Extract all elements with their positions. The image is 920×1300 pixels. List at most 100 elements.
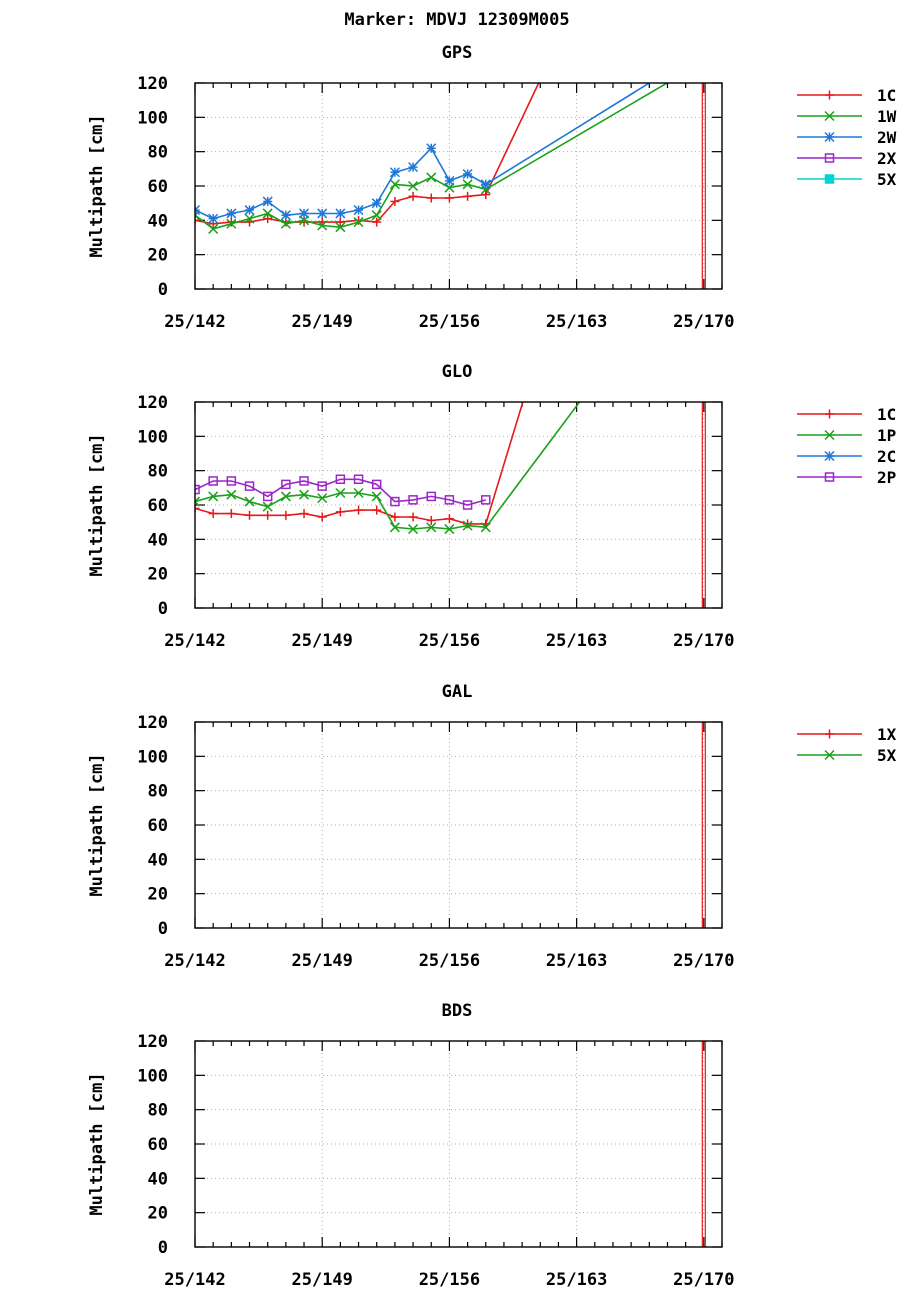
glo-point-1p bbox=[462, 520, 473, 531]
glo-series-1p bbox=[195, 402, 581, 535]
glo-point-1c bbox=[354, 505, 364, 515]
gps-frame bbox=[194, 82, 723, 290]
gal-ytick-label: 80 bbox=[148, 782, 168, 802]
gps-point-1c bbox=[481, 190, 491, 200]
gps-point-1c bbox=[195, 215, 200, 225]
bds-xtick-label: 25/149 bbox=[291, 1270, 352, 1290]
gal-legend-label-1x: 1X bbox=[877, 725, 897, 744]
gal-xtick-label: 25/156 bbox=[419, 951, 480, 971]
gps-legend-marker-2x bbox=[824, 153, 835, 163]
gps-legend-marker-1w bbox=[824, 110, 835, 122]
bds-ytick-label: 120 bbox=[137, 1032, 168, 1052]
bds-xtick-label: 25/156 bbox=[419, 1270, 480, 1290]
glo-point-1c bbox=[408, 512, 418, 522]
gps-point-2w bbox=[317, 208, 328, 219]
gps-legend-label-2w: 2W bbox=[877, 128, 897, 147]
glo-point-2p bbox=[281, 479, 291, 490]
glo-grid bbox=[195, 402, 722, 608]
gal-xtick-label: 25/163 bbox=[546, 951, 607, 971]
gps-point-1w bbox=[244, 213, 255, 224]
glo-ytick-label: 0 bbox=[158, 599, 168, 619]
gps-point-1w bbox=[389, 179, 400, 190]
gps-title: GPS bbox=[442, 43, 473, 63]
glo-legend-marker-2p bbox=[824, 472, 835, 482]
gal-ytick-label: 20 bbox=[148, 885, 168, 905]
gps-point-2w bbox=[335, 208, 346, 219]
gal-frame bbox=[194, 721, 723, 929]
gps-point-1c bbox=[426, 193, 436, 203]
gps-point-1w bbox=[408, 180, 419, 192]
glo-point-2p bbox=[317, 481, 327, 491]
gps-point-1w bbox=[226, 218, 237, 229]
gps-point-2w bbox=[371, 198, 382, 209]
bds-ytick-label: 100 bbox=[137, 1066, 168, 1086]
glo-series-1c bbox=[195, 402, 524, 529]
gal-ytick-label: 40 bbox=[148, 850, 168, 870]
gps-point-1c bbox=[226, 217, 236, 227]
gal-panel: GAL 0 20 40 60 80 100 120 25/142 25/149 25/156 25/1… bbox=[87, 682, 897, 971]
glo-legend: 1C 1P 2C 2P bbox=[797, 405, 896, 487]
gps-point-2w bbox=[195, 205, 201, 216]
glo-point-1p bbox=[353, 487, 364, 499]
gps-legend-label-1w: 1W bbox=[877, 107, 897, 126]
figure-title: Marker: MDVJ 12309M005 bbox=[344, 10, 569, 30]
bds-ytick-label: 0 bbox=[158, 1238, 168, 1258]
glo-ytick-label: 20 bbox=[148, 565, 168, 585]
gps-series-1c bbox=[195, 83, 540, 229]
gps-point-2w bbox=[426, 143, 437, 154]
gps-point-1w bbox=[262, 208, 273, 219]
glo-point-2p bbox=[353, 474, 364, 484]
gps-series-1w bbox=[195, 83, 669, 234]
glo-point-1p bbox=[317, 493, 328, 504]
gps-legend-marker-1c bbox=[825, 90, 834, 100]
glo-xtick-label: 25/149 bbox=[291, 631, 352, 651]
gal-ytick-label: 0 bbox=[158, 919, 168, 939]
glo-ytick-label: 60 bbox=[148, 496, 168, 516]
gps-point-1c bbox=[263, 214, 273, 224]
glo-ytick-label: 100 bbox=[137, 427, 168, 447]
gps-xtick-label: 25/163 bbox=[546, 312, 607, 332]
gps-point-1w bbox=[462, 179, 473, 190]
gps-legend: 1C 1W 2W 2X 5X bbox=[797, 86, 897, 189]
gps-point-1c bbox=[390, 196, 400, 206]
glo-point-2p bbox=[481, 495, 491, 505]
glo-point-2p bbox=[226, 476, 237, 486]
gps-ylabel: Multipath [cm] bbox=[87, 114, 107, 257]
gps-point-2w bbox=[353, 205, 364, 216]
glo-xtick-label: 25/163 bbox=[546, 631, 607, 651]
gps-point-2w bbox=[444, 175, 455, 186]
gps-point-1w bbox=[317, 220, 328, 231]
glo-point-2p bbox=[244, 481, 255, 491]
bds-grid bbox=[195, 1041, 722, 1247]
glo-line-1p bbox=[195, 402, 581, 530]
gps-xtick-label: 25/170 bbox=[673, 312, 734, 332]
glo-legend-label-2c: 2C bbox=[877, 447, 896, 466]
glo-point-1p bbox=[335, 487, 346, 499]
gps-point-2w bbox=[389, 167, 400, 178]
glo-point-1c bbox=[426, 515, 436, 525]
glo-point-1p bbox=[262, 501, 273, 512]
gps-ytick-label: 80 bbox=[148, 143, 168, 163]
gps-legend-marker-5x bbox=[824, 174, 835, 184]
glo-point-1p bbox=[389, 522, 400, 533]
gps-point-2w bbox=[244, 205, 255, 216]
glo-point-1p bbox=[208, 491, 219, 502]
gps-point-1c bbox=[444, 193, 454, 203]
gps-series-2w bbox=[195, 83, 651, 224]
glo-xtick-label: 25/170 bbox=[673, 631, 734, 651]
glo-point-1p bbox=[408, 524, 419, 535]
bds-ytick-label: 20 bbox=[148, 1204, 168, 1224]
glo-ytick-label: 120 bbox=[137, 393, 168, 413]
glo-point-1p bbox=[371, 491, 382, 502]
glo-xtick-label: 25/142 bbox=[164, 631, 225, 651]
glo-title: GLO bbox=[442, 362, 473, 382]
glo-ytick-label: 80 bbox=[148, 462, 168, 482]
glo-point-1p bbox=[426, 522, 437, 533]
glo-point-1c bbox=[208, 509, 218, 519]
gps-point-1c bbox=[335, 217, 345, 227]
gps-point-1w bbox=[335, 222, 346, 233]
glo-ytick-label: 40 bbox=[148, 530, 168, 550]
gps-xtick-label: 25/156 bbox=[419, 312, 480, 332]
